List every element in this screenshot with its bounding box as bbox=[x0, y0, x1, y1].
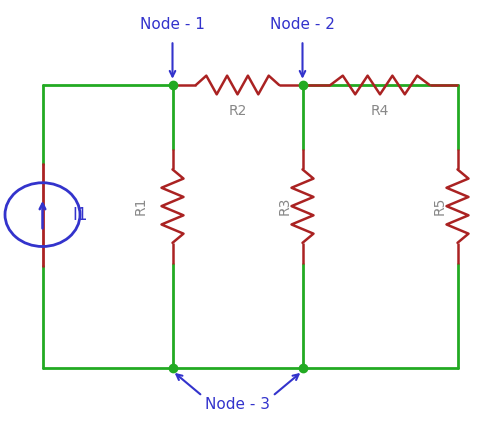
Text: I1: I1 bbox=[72, 206, 88, 224]
Text: R4: R4 bbox=[371, 104, 389, 118]
Text: R1: R1 bbox=[134, 197, 147, 215]
Text: R2: R2 bbox=[228, 104, 246, 118]
Text: Node - 2: Node - 2 bbox=[270, 17, 335, 32]
Text: Node - 1: Node - 1 bbox=[140, 17, 205, 32]
Text: R3: R3 bbox=[278, 197, 291, 215]
Text: Node - 3: Node - 3 bbox=[205, 397, 270, 412]
Text: R5: R5 bbox=[432, 197, 446, 215]
